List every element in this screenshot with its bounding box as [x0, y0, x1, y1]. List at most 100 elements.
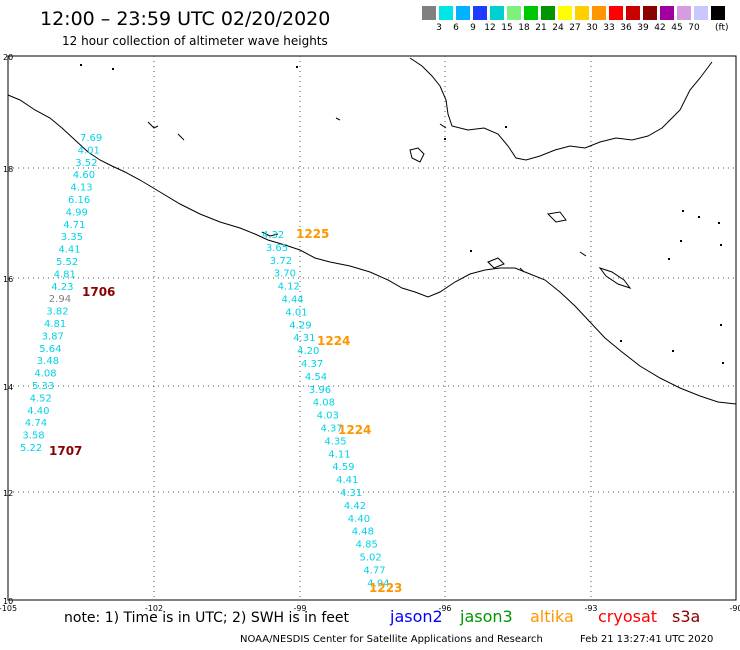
lat-label: 18	[3, 165, 13, 174]
pass-time-label: 1706	[82, 285, 115, 299]
scale-label: 21	[535, 23, 547, 33]
wave-height-value: 4.94	[367, 578, 389, 589]
wave-height-value: 5.02	[360, 553, 382, 564]
scale-swatch	[439, 6, 453, 20]
wave-height-value: 4.23	[51, 282, 73, 293]
island	[720, 244, 722, 246]
island	[470, 250, 472, 252]
lon-label: -105	[0, 604, 17, 613]
island	[620, 340, 622, 342]
wave-height-value: 4.54	[305, 372, 327, 383]
wave-height-value: 3.87	[42, 331, 64, 342]
scale-label: 6	[453, 23, 459, 33]
wave-height-value: 4.42	[344, 501, 366, 512]
pass-time-label: 1225	[296, 227, 329, 241]
lon-label: -99	[293, 604, 306, 613]
wave-height-value: 4.37	[301, 359, 323, 370]
pass-time-label: 1223	[369, 581, 402, 595]
map-title: 12:00 – 23:59 UTC 02/20/2020	[40, 8, 331, 30]
satellite-legend-altika: altika	[530, 607, 574, 626]
coastline	[409, 57, 713, 161]
lon-label: -96	[438, 604, 451, 613]
wave-height-value: 4.31	[293, 333, 315, 344]
scale-swatch	[575, 6, 589, 20]
wave-height-value: 5.64	[39, 344, 61, 355]
coastline	[409, 147, 425, 163]
wave-height-value: 4.03	[317, 411, 339, 422]
wave-height-value: 7.69	[80, 133, 102, 144]
wave-height-value: 4.60	[73, 170, 95, 181]
scale-label: 36	[620, 23, 632, 33]
island	[668, 258, 670, 260]
lat-label: 10	[3, 597, 13, 606]
wave-height-value: 4.40	[27, 406, 49, 417]
lat-label: 12	[3, 489, 13, 498]
coastline	[579, 251, 587, 257]
wave-height-value: 4.85	[356, 540, 378, 551]
scale-swatch	[524, 6, 538, 20]
wave-height-value: 4.20	[297, 346, 319, 357]
satellite-legend-jason3: jason3	[460, 607, 513, 626]
coastline	[439, 123, 447, 129]
wave-height-value: 4.99	[66, 207, 88, 218]
scale-label: 33	[603, 23, 615, 33]
scale-swatch	[456, 6, 470, 20]
wave-height-value: 4.01	[285, 307, 307, 318]
wave-height-value: 4.71	[63, 220, 85, 231]
wave-height-value: 5.33	[32, 381, 54, 392]
lat-label: 14	[3, 383, 13, 392]
coastline	[335, 117, 341, 121]
wave-height-value: 4.81	[44, 319, 66, 330]
wave-height-value: 5.52	[56, 257, 78, 268]
wave-height-value: 3.70	[274, 269, 296, 280]
wave-height-value: 5.22	[20, 443, 42, 454]
wave-height-value: 4.77	[363, 565, 385, 576]
scale-swatch	[711, 6, 725, 20]
coastline	[177, 133, 185, 141]
wave-height-value: 4.48	[352, 527, 374, 538]
scale-label: 24	[552, 23, 564, 33]
scale-label: 70	[688, 23, 700, 33]
pass-time-label: 1224	[317, 334, 350, 348]
island	[698, 216, 700, 218]
wave-height-value: 4.08	[34, 369, 56, 380]
island	[718, 222, 720, 224]
wave-height-value: 3.65	[266, 243, 288, 254]
island	[444, 138, 446, 140]
scale-swatch	[541, 6, 555, 20]
scale-swatch	[490, 6, 504, 20]
scale-label: 15	[501, 23, 513, 33]
scale-label: 18	[518, 23, 530, 33]
lon-label: -93	[584, 604, 597, 613]
wave-height-value: 4.59	[332, 462, 354, 473]
scale-label: 12	[484, 23, 496, 33]
lat-label: 16	[3, 275, 13, 284]
wave-height-value: 3.52	[75, 158, 97, 169]
coastline	[147, 121, 159, 129]
island	[296, 66, 298, 68]
wave-height-value: 3.82	[46, 307, 68, 318]
footer-credit: NOAA/NESDIS Center for Satellite Applica…	[240, 634, 543, 645]
scale-swatch	[609, 6, 623, 20]
pass-time-label: 1707	[49, 444, 82, 458]
wave-height-value: 2.94	[49, 294, 71, 305]
island	[672, 350, 674, 352]
wave-height-value: 3.72	[270, 256, 292, 267]
footer-timestamp: Feb 21 13:27:41 UTC 2020	[580, 634, 714, 645]
island	[505, 126, 507, 128]
wave-height-value: 3.58	[22, 431, 44, 442]
scale-swatch	[558, 6, 572, 20]
scale-swatch	[473, 6, 487, 20]
scale-swatch	[643, 6, 657, 20]
scale-swatch	[694, 6, 708, 20]
wave-height-value: 4.52	[30, 393, 52, 404]
footer-note: note: 1) Time is in UTC; 2) SWH is in fe…	[64, 610, 350, 626]
coastline	[487, 257, 505, 269]
scale-label: 42	[654, 23, 666, 33]
wave-height-value: 4.13	[70, 183, 92, 194]
scale-label: 45	[671, 23, 683, 33]
scale-label: 30	[586, 23, 598, 33]
wave-height-value: 6.16	[68, 195, 90, 206]
wave-height-value: 4.81	[54, 269, 76, 280]
scale-unit: (ft)	[715, 23, 729, 33]
